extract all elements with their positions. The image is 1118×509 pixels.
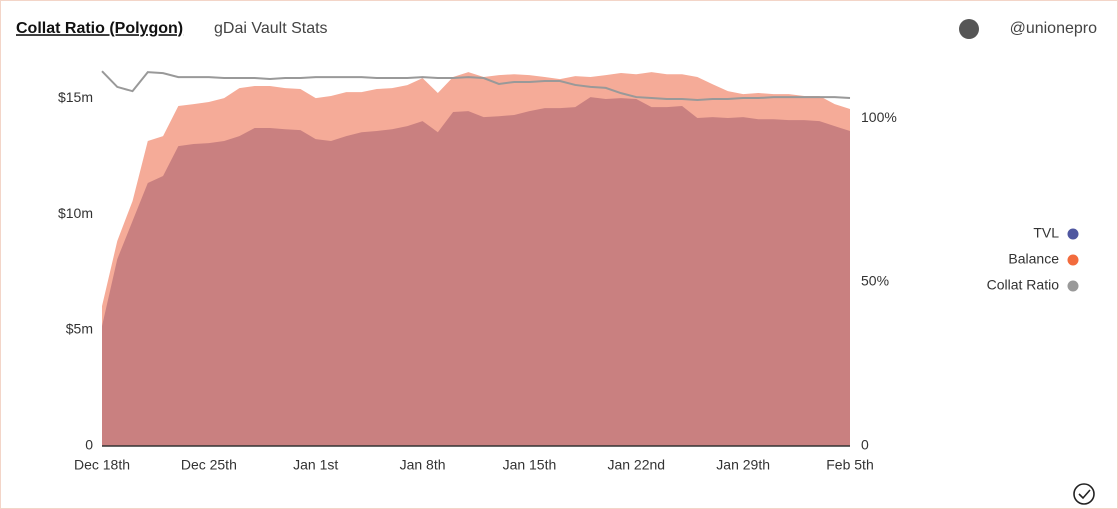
legend-label: Collat Ratio	[987, 277, 1060, 293]
x-tick-label: Dec 18th	[74, 457, 130, 473]
y-tick-label: $15m	[58, 89, 93, 105]
x-tick-label: Feb 5th	[826, 457, 873, 473]
area	[102, 97, 850, 447]
check-icon[interactable]	[1073, 483, 1095, 505]
chart-title[interactable]: Collat Ratio (Polygon)	[16, 20, 183, 37]
chart-subtitle: gDai Vault Stats	[214, 20, 328, 37]
x-tick-label: Dec 25th	[181, 457, 237, 473]
avatar[interactable]	[959, 19, 979, 39]
y2-tick-label: 50%	[861, 273, 889, 289]
y-tick-label: $5m	[66, 321, 93, 337]
legend-marker	[1067, 228, 1079, 240]
y2-tick-label: 100%	[861, 109, 897, 125]
x-tick-label: Jan 15th	[503, 457, 557, 473]
y-tick-label: $10m	[58, 205, 93, 221]
legend-label: Balance	[1008, 251, 1059, 267]
x-tick-label: Jan 22nd	[607, 457, 665, 473]
legend-marker	[1067, 254, 1079, 266]
legend-label: TVL	[1033, 225, 1059, 241]
line	[101, 70, 851, 102]
author[interactable]: @unionepro	[1010, 20, 1098, 37]
x-tick-label: Jan 1st	[293, 457, 338, 473]
legend-marker	[1067, 280, 1079, 292]
x-tick-label: Jan 8th	[400, 457, 446, 473]
x-tick-label: Jan 29th	[716, 457, 770, 473]
y-tick-label: 0	[85, 437, 93, 453]
y2-tick-label: 0	[861, 437, 869, 453]
